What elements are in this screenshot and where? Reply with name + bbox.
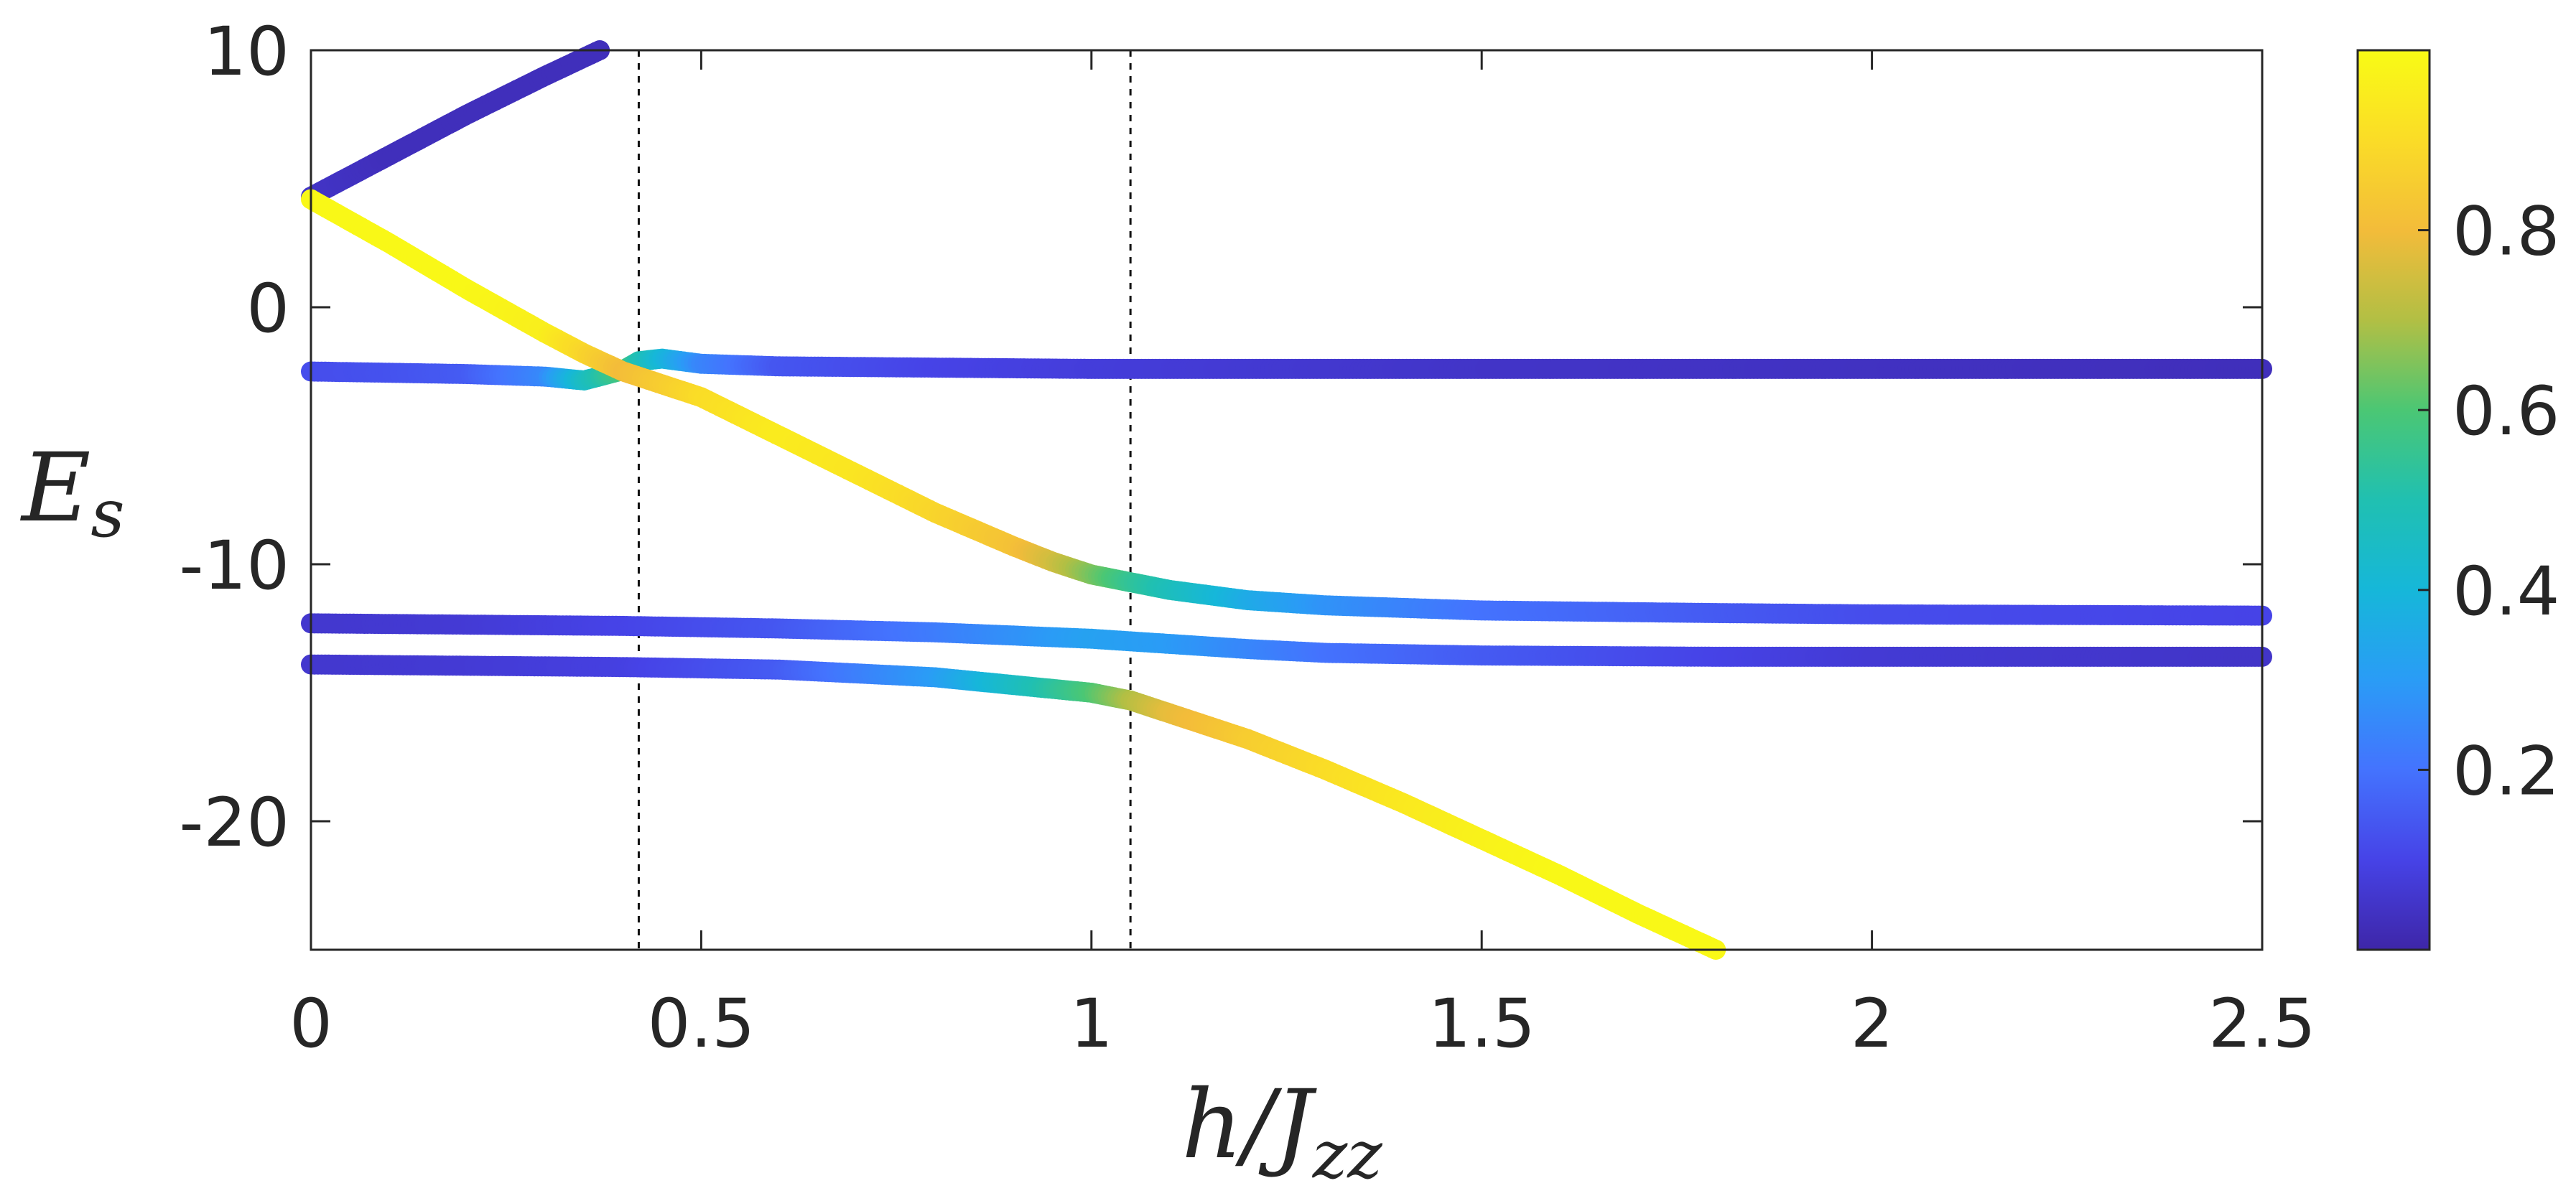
axes-frame <box>310 49 2264 951</box>
axis-titles: h/Jzz Es <box>20 433 1382 1193</box>
plot-background <box>311 50 2262 950</box>
series-layer <box>301 40 2272 960</box>
x-axis-title: h/Jzz <box>1181 1070 1382 1193</box>
x-tick-label: 1 <box>1070 985 1113 1063</box>
series-3 <box>301 613 2272 667</box>
x-tick-label: 2.5 <box>2208 985 2316 1063</box>
plot-area <box>311 50 2262 950</box>
colorbar-gradient <box>2356 49 2431 951</box>
y-axis-title: Es <box>20 433 125 552</box>
y-axis-title-sub: s <box>90 475 124 552</box>
y-axis-title-main: E <box>20 433 90 543</box>
axes-layer: 0 0.5 1 1.5 2 2.5 10 0 -10 -20 <box>179 13 2315 1063</box>
y-tick-label: 0 <box>246 270 289 348</box>
colorbar: 0.2 0.4 0.6 0.8 <box>2356 49 2560 951</box>
x-tick-label: 2 <box>1851 985 1894 1063</box>
colorbar-tick-label: 0.6 <box>2452 373 2560 451</box>
series-2 <box>301 189 2272 626</box>
x-axis-title-sub: zz <box>1312 1116 1382 1193</box>
x-tick-label: 0 <box>289 985 333 1063</box>
y-tick-label: -20 <box>179 784 289 862</box>
colorbar-tick-label: 0.8 <box>2452 193 2560 271</box>
x-tick-label: 1.5 <box>1428 985 1535 1063</box>
series-0 <box>301 40 610 207</box>
x-tick-label: 0.5 <box>648 985 755 1063</box>
colorbar-tick-label: 0.2 <box>2452 732 2560 810</box>
series-1 <box>301 348 2272 391</box>
y-tick-label: -10 <box>179 527 289 605</box>
series-4 <box>301 654 1726 960</box>
colorbar-tick-label: 0.4 <box>2452 553 2560 631</box>
y-tick-label: 10 <box>203 13 289 91</box>
x-axis-title-main: h/J <box>1181 1070 1316 1180</box>
